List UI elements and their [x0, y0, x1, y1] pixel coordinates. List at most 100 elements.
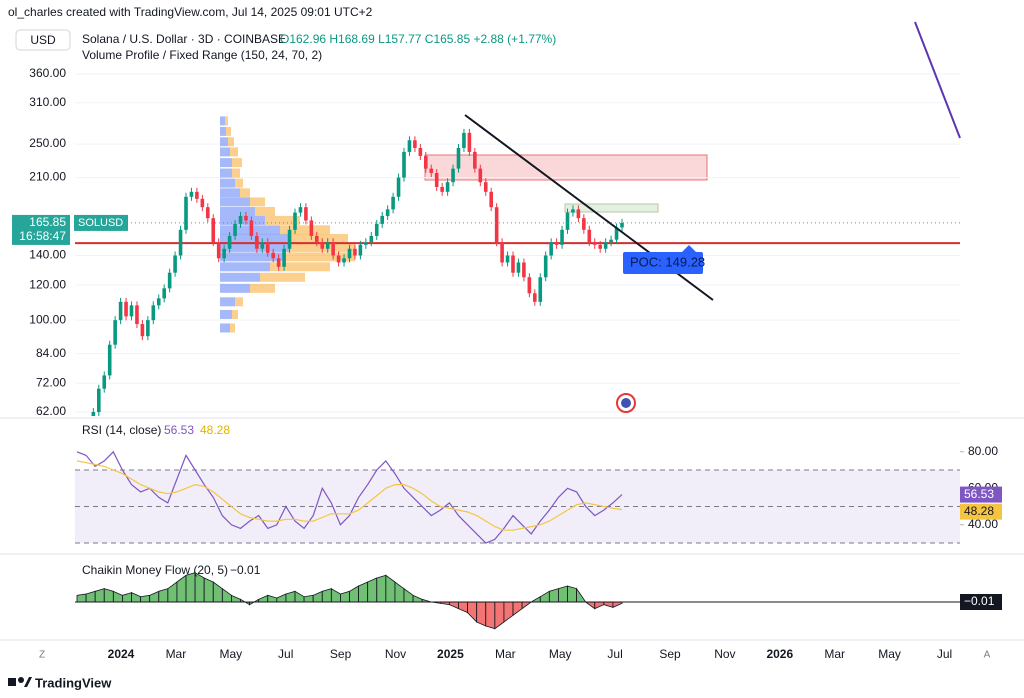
profile-down	[240, 188, 250, 198]
auto-scale[interactable]: A	[984, 650, 991, 661]
cmf-area	[512, 601, 523, 617]
cmf-area	[485, 601, 496, 630]
cmf-value: −0.01	[230, 563, 261, 577]
candle-body	[565, 212, 570, 230]
candle-body	[140, 324, 145, 337]
currency-button[interactable]	[15, 29, 71, 51]
poc-label: POC: 149.28	[630, 254, 705, 269]
candle-body	[609, 239, 613, 243]
candle-body	[396, 177, 401, 197]
profile-down	[232, 309, 238, 319]
cmf-area	[349, 585, 359, 603]
brand-logo	[8, 677, 32, 687]
candle-body	[451, 168, 455, 183]
cmf-area	[412, 594, 423, 603]
candle-body	[178, 229, 183, 256]
x-tick-label: Sep	[659, 647, 681, 661]
profile-up	[220, 262, 270, 272]
cmf-area	[584, 601, 596, 610]
candle-body	[380, 215, 384, 224]
profile-down	[270, 262, 330, 272]
candle-body	[374, 223, 379, 236]
candle-body	[271, 252, 275, 259]
profile-down	[228, 137, 234, 147]
cmf-area	[122, 592, 132, 603]
profile-down	[250, 197, 265, 207]
supply-zone	[424, 154, 708, 181]
cmf-tag-value: −0.01	[964, 594, 995, 608]
candle-body	[167, 272, 172, 289]
cmf-area	[394, 581, 405, 603]
candle-body	[494, 207, 499, 243]
y-tick-label: 250.00	[29, 136, 66, 150]
profile-down	[260, 272, 305, 282]
candle-body	[576, 209, 581, 219]
cmf-area	[358, 581, 369, 603]
y-tick-label: 360.00	[29, 66, 66, 80]
rsi-line	[76, 460, 623, 531]
cmf-area	[103, 588, 114, 603]
y-tick-label: 140.00	[29, 248, 66, 262]
y-tick-label: 120.00	[29, 277, 66, 291]
profile-up	[220, 272, 260, 282]
profile-up	[220, 323, 230, 333]
profile-down	[235, 178, 243, 188]
cmf-tag	[960, 594, 1002, 610]
candle-body	[402, 151, 406, 178]
candle-body	[483, 182, 488, 192]
profile-up	[220, 197, 250, 207]
candle-body	[424, 155, 428, 169]
rsi-tag-value: 56.53	[964, 487, 994, 501]
candle-body	[587, 229, 592, 243]
candle-body	[543, 255, 548, 278]
candle-body	[276, 258, 281, 267]
candle-body	[156, 298, 161, 306]
candle-body	[456, 147, 461, 169]
candle-body	[113, 320, 117, 345]
poc-tag-arrow	[682, 245, 696, 252]
candle-body	[462, 132, 466, 148]
x-tick-label: Sep	[330, 647, 352, 661]
cmf-area	[558, 585, 568, 603]
candle-body	[331, 242, 335, 256]
candle-body	[429, 168, 434, 174]
cmf-area	[403, 587, 414, 603]
candle-body	[118, 301, 123, 321]
candle-body	[533, 293, 537, 302]
candle-body	[135, 305, 139, 325]
rsi-value: 56.53	[164, 423, 194, 437]
cmf-area	[267, 594, 278, 603]
x-tick-label: Jul	[278, 647, 293, 661]
candle-body	[369, 235, 374, 243]
cmf-area	[158, 588, 169, 603]
cmf-area	[367, 577, 378, 603]
candle-body	[336, 255, 341, 263]
y-tick-label: 210.00	[29, 170, 66, 184]
cmf-area	[449, 601, 459, 610]
profile-down	[280, 225, 330, 235]
profile-up	[220, 215, 265, 225]
cmf-area	[285, 590, 296, 603]
scroll-left[interactable]: Z	[39, 650, 45, 661]
y-tick-label: 84.00	[36, 346, 66, 360]
cmf-area	[503, 601, 514, 623]
cmf-area	[458, 601, 468, 614]
rsi-title: RSI (14, close)	[82, 423, 161, 437]
cmf-area	[321, 588, 332, 603]
rsi-tick-label: 40.00	[968, 517, 998, 531]
cmf-area	[312, 590, 323, 603]
candle-body	[603, 242, 608, 249]
brand: TradingView	[35, 675, 112, 690]
candle-body	[102, 375, 107, 389]
candle-body	[614, 227, 619, 240]
currency[interactable]: USD	[30, 33, 56, 47]
candle-body	[107, 344, 112, 376]
credit: ol_charles created with TradingView.com,…	[8, 5, 373, 19]
cmf-area	[140, 594, 151, 603]
candle-body	[342, 258, 346, 263]
candle-body	[478, 168, 483, 183]
x-tick-label: Mar	[166, 647, 187, 661]
cmf-area	[612, 601, 623, 608]
candle-body	[287, 229, 292, 249]
candle-body	[505, 255, 510, 263]
